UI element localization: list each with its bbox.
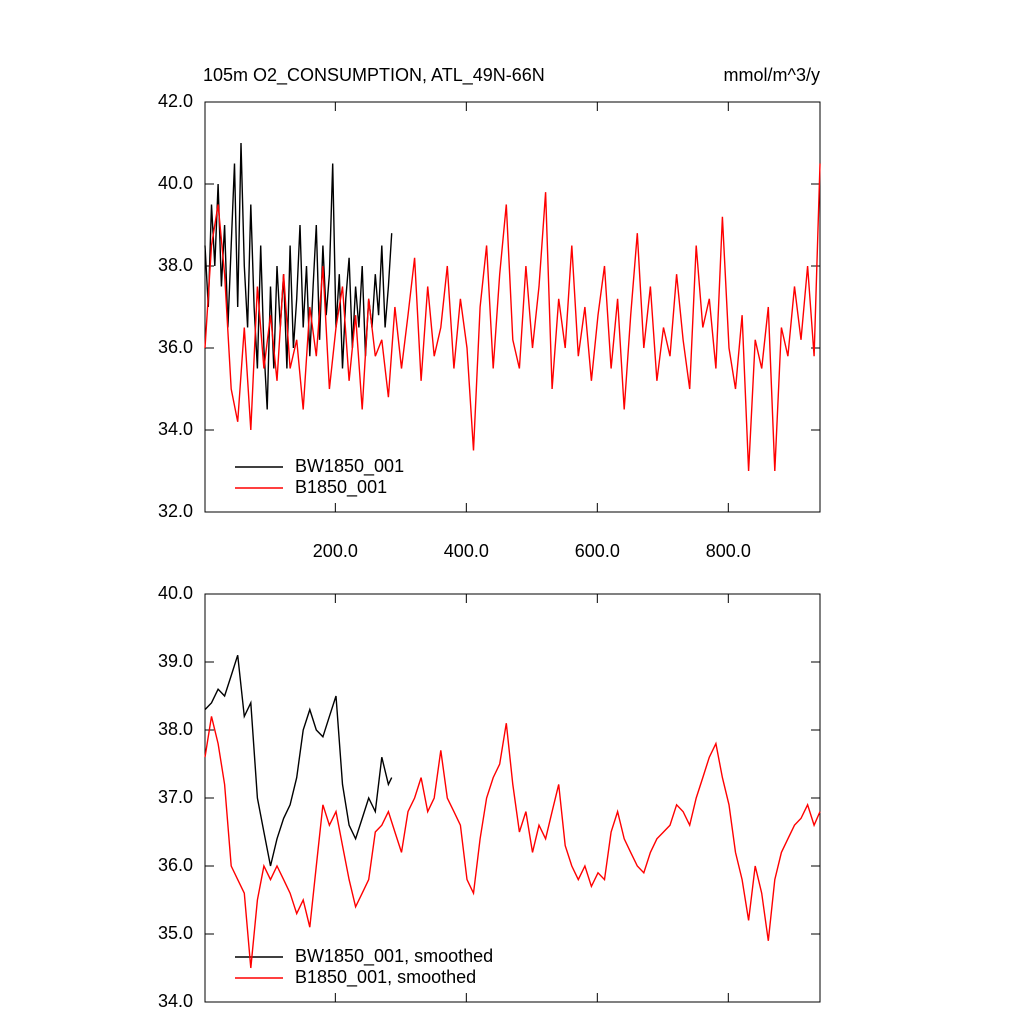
legend-label: BW1850_001, smoothed	[295, 946, 493, 967]
y-tick-label: 34.0	[158, 419, 193, 439]
x-tick-label: 400.0	[444, 541, 489, 561]
y-tick-label: 32.0	[158, 501, 193, 521]
y-tick-label: 38.0	[158, 255, 193, 275]
plot-frame	[204, 101, 821, 513]
y-tick-label: 40.0	[158, 173, 193, 193]
y-tick-label: 36.0	[158, 337, 193, 357]
series-line	[204, 654, 393, 867]
y-tick-label: 36.0	[158, 855, 193, 875]
y-tick-label: 38.0	[158, 719, 193, 739]
units-title: mmol/m^3/y	[724, 65, 820, 85]
legend-label: BW1850_001	[295, 456, 404, 477]
x-tick-label: 200.0	[313, 541, 358, 561]
y-tick-label: 40.0	[158, 583, 193, 603]
y-tick-label: 37.0	[158, 787, 193, 807]
y-tick-label: 35.0	[158, 923, 193, 943]
x-tick-label: 600.0	[575, 541, 620, 561]
y-tick-label: 42.0	[158, 91, 193, 111]
legend-label: B1850_001, smoothed	[295, 967, 476, 988]
y-tick-label: 34.0	[158, 991, 193, 1011]
y-tick-label: 39.0	[158, 651, 193, 671]
series-line	[204, 716, 821, 969]
chart-title: 105m O2_CONSUMPTION, ATL_49N-66N	[203, 65, 545, 86]
series-line	[204, 163, 821, 472]
series-line	[204, 142, 393, 410]
x-tick-label: 800.0	[706, 541, 751, 561]
legend-label: B1850_001	[295, 477, 387, 498]
